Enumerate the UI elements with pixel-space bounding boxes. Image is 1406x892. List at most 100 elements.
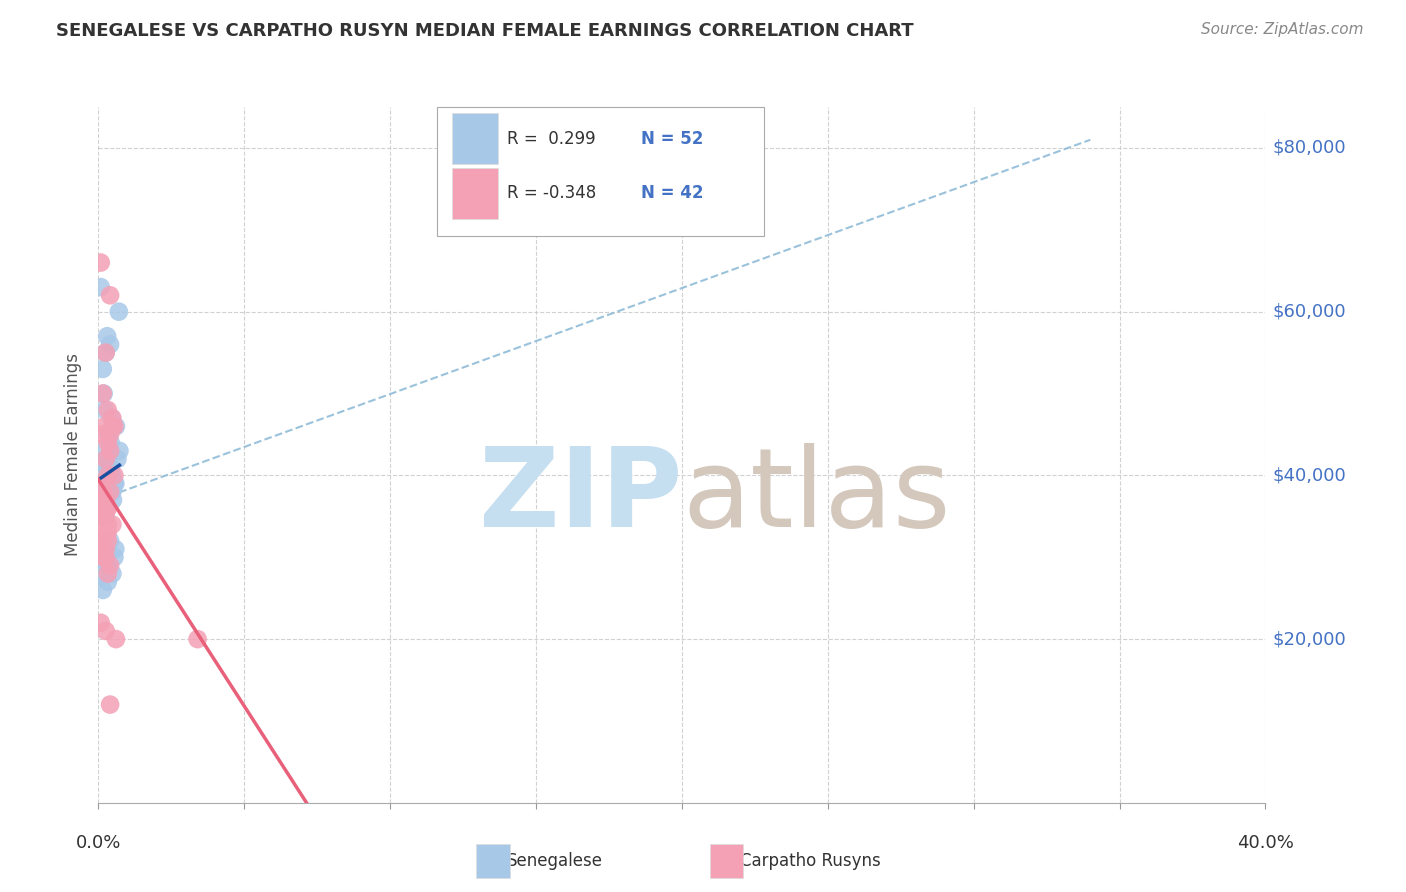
Point: [97, 533, 120, 548]
Point: [96, 329, 118, 343]
Point: [91, 509, 114, 524]
Point: [105, 452, 128, 467]
Point: [98, 533, 121, 548]
Point: [104, 476, 127, 491]
Point: [91, 427, 114, 442]
Point: [94, 550, 117, 565]
Point: [91, 501, 114, 516]
Point: [100, 460, 122, 475]
Point: [97, 452, 120, 467]
Text: $40,000: $40,000: [1272, 467, 1346, 484]
Point: [98, 484, 121, 499]
Text: Source: ZipAtlas.com: Source: ZipAtlas.com: [1201, 22, 1364, 37]
Point: [98, 337, 121, 351]
Point: [97, 484, 120, 499]
Point: [91, 509, 114, 524]
Point: [103, 419, 125, 434]
Point: [97, 525, 120, 540]
Point: [108, 304, 131, 318]
Point: [97, 501, 120, 516]
Point: [187, 632, 209, 646]
Point: [100, 435, 122, 450]
Point: [97, 574, 120, 589]
Point: [94, 550, 117, 565]
Point: [90, 468, 112, 483]
Point: [94, 509, 117, 524]
Point: [98, 698, 121, 712]
Point: [94, 452, 117, 467]
Y-axis label: Median Female Earnings: Median Female Earnings: [65, 353, 83, 557]
Point: [108, 443, 131, 458]
Point: [96, 558, 118, 573]
Text: N = 52: N = 52: [641, 129, 703, 147]
Point: [90, 476, 112, 491]
Point: [94, 492, 117, 507]
Point: [91, 492, 114, 507]
Point: [91, 550, 114, 565]
Point: [97, 501, 120, 516]
Point: [97, 468, 120, 483]
Point: [90, 255, 112, 269]
Text: atlas: atlas: [682, 443, 950, 550]
Point: [93, 386, 115, 401]
Point: [103, 476, 125, 491]
Point: [96, 452, 118, 467]
Point: [98, 443, 121, 458]
Point: [90, 476, 112, 491]
Point: [97, 484, 120, 499]
Point: [97, 517, 120, 532]
Point: [91, 484, 114, 499]
Point: [98, 558, 121, 573]
Point: [94, 509, 117, 524]
Text: Carpatho Rusyns: Carpatho Rusyns: [740, 852, 882, 870]
Point: [94, 345, 117, 359]
Point: [93, 501, 115, 516]
Point: [101, 566, 124, 581]
Point: [94, 492, 117, 507]
Point: [101, 411, 124, 425]
Text: R =  0.299: R = 0.299: [506, 129, 596, 147]
Point: [94, 492, 117, 507]
FancyBboxPatch shape: [451, 168, 498, 219]
Text: $60,000: $60,000: [1272, 302, 1346, 321]
Point: [93, 484, 115, 499]
Point: [101, 517, 124, 532]
Text: N = 42: N = 42: [641, 185, 703, 202]
Text: $80,000: $80,000: [1272, 139, 1346, 157]
Point: [94, 403, 117, 417]
Point: [91, 386, 114, 401]
Point: [97, 427, 120, 442]
Point: [104, 632, 127, 646]
FancyBboxPatch shape: [451, 112, 498, 164]
Point: [97, 403, 120, 417]
Point: [98, 288, 121, 302]
Point: [94, 484, 117, 499]
Point: [101, 419, 124, 434]
Point: [90, 533, 112, 548]
Point: [94, 624, 117, 638]
Point: [97, 435, 120, 450]
Point: [94, 345, 117, 359]
Point: [100, 411, 122, 425]
Point: [98, 468, 121, 483]
Text: SENEGALESE VS CARPATHO RUSYN MEDIAN FEMALE EARNINGS CORRELATION CHART: SENEGALESE VS CARPATHO RUSYN MEDIAN FEMA…: [56, 22, 914, 40]
Text: ZIP: ZIP: [478, 443, 682, 550]
Point: [98, 427, 121, 442]
Point: [103, 468, 125, 483]
Point: [93, 443, 115, 458]
FancyBboxPatch shape: [437, 107, 763, 235]
Point: [94, 419, 117, 434]
Point: [97, 566, 120, 581]
Point: [94, 501, 117, 516]
Point: [98, 484, 121, 499]
Point: [90, 280, 112, 294]
Point: [91, 362, 114, 376]
Text: R = -0.348: R = -0.348: [506, 185, 596, 202]
Point: [101, 468, 124, 483]
Point: [97, 460, 120, 475]
Point: [98, 460, 121, 475]
Point: [101, 492, 124, 507]
Point: [103, 550, 125, 565]
Text: 40.0%: 40.0%: [1237, 834, 1294, 852]
Point: [98, 468, 121, 483]
